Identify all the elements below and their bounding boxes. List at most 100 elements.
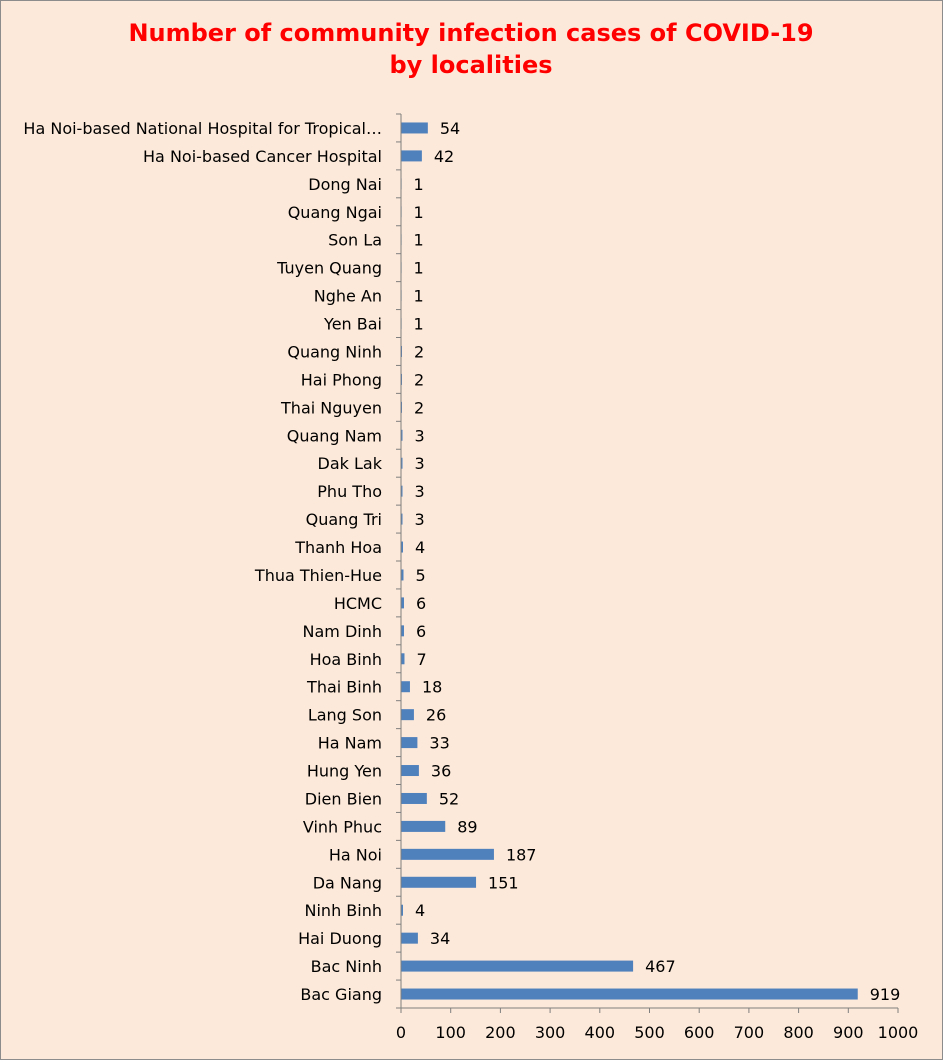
data-label: 3 — [414, 426, 424, 445]
category-label: Quang Nam — [287, 426, 382, 445]
category-label: HCMC — [334, 594, 382, 613]
bars-layer — [401, 122, 858, 1000]
data-label: 7 — [416, 650, 426, 669]
data-label: 3 — [414, 510, 424, 529]
category-label: Ha Noi — [329, 845, 382, 864]
category-label: Dien Bien — [305, 789, 382, 808]
bar — [401, 737, 418, 749]
x-tick-label: 200 — [485, 1023, 516, 1042]
bar — [401, 848, 494, 860]
category-label: Dak Lak — [318, 454, 383, 473]
bar — [401, 569, 404, 581]
data-label: 34 — [430, 929, 450, 948]
data-label: 1 — [413, 287, 423, 306]
x-tick-label: 400 — [585, 1023, 616, 1042]
category-label: Thai Binh — [306, 678, 382, 697]
bar — [401, 681, 410, 693]
data-label: 1 — [413, 315, 423, 334]
data-label: 6 — [416, 594, 426, 613]
category-label: Phu Tho — [317, 482, 382, 501]
data-label: 42 — [434, 147, 454, 166]
bar — [401, 876, 477, 888]
data-label: 1 — [413, 175, 423, 194]
data-label: 187 — [506, 845, 537, 864]
data-label: 33 — [429, 734, 449, 753]
data-label: 2 — [414, 342, 424, 361]
data-label: 5 — [415, 566, 425, 585]
bar — [401, 122, 428, 134]
category-label: Hai Duong — [298, 929, 382, 948]
bar — [401, 792, 427, 804]
bar — [401, 597, 404, 609]
category-label: Yen Bai — [323, 315, 382, 334]
bar — [401, 485, 403, 497]
bar — [401, 932, 418, 944]
x-tick-label: 500 — [634, 1023, 665, 1042]
bar — [401, 709, 414, 721]
data-label: 1 — [413, 203, 423, 222]
data-label: 2 — [414, 370, 424, 389]
x-tick-label: 800 — [783, 1023, 814, 1042]
data-label: 4 — [415, 538, 425, 557]
category-label: Bac Ninh — [311, 957, 382, 976]
category-label: Thai Nguyen — [280, 398, 382, 417]
category-label: Da Nang — [313, 873, 382, 892]
bar — [401, 960, 634, 972]
category-label: Ninh Binh — [305, 901, 382, 920]
data-label: 919 — [870, 985, 901, 1004]
category-label: Hoa Binh — [310, 650, 382, 669]
data-label: 6 — [416, 622, 426, 641]
data-label: 1 — [413, 231, 423, 250]
category-label: Nghe An — [314, 287, 382, 306]
bar — [401, 541, 403, 553]
x-tick-label: 700 — [734, 1023, 765, 1042]
category-label: Son La — [328, 231, 382, 250]
category-label: Vinh Phuc — [303, 817, 382, 836]
data-label: 54 — [440, 119, 460, 138]
chart-title: Number of community infection cases of C… — [128, 19, 814, 79]
category-label: Bac Giang — [300, 985, 382, 1004]
bar — [401, 904, 403, 916]
data-label: 36 — [431, 762, 451, 781]
category-label: Quang Ninh — [287, 342, 382, 361]
data-label: 26 — [426, 706, 446, 725]
bar — [401, 820, 446, 832]
category-label: Tuyen Quang — [276, 259, 382, 278]
labels-layer: Ha Noi-based National Hospital for Tropi… — [23, 119, 918, 1042]
data-label: 2 — [414, 398, 424, 417]
x-tick-label: 1000 — [878, 1023, 919, 1042]
category-label: Hai Phong — [301, 370, 382, 389]
category-label: Ha Noi-based Cancer Hospital — [143, 147, 382, 166]
category-label: Ha Noi-based National Hospital for Tropi… — [23, 119, 382, 138]
category-label: Hung Yen — [307, 762, 382, 781]
x-tick-label: 900 — [833, 1023, 864, 1042]
bar — [401, 625, 404, 637]
category-label: Lang Son — [308, 706, 382, 725]
data-label: 467 — [645, 957, 676, 976]
category-label: Quang Tri — [306, 510, 382, 529]
data-label: 3 — [414, 482, 424, 501]
data-label: 4 — [415, 901, 425, 920]
data-label: 3 — [414, 454, 424, 473]
x-tick-label: 100 — [435, 1023, 466, 1042]
category-label: Ha Nam — [318, 734, 382, 753]
data-label: 89 — [457, 817, 477, 836]
bar — [401, 765, 419, 777]
bar — [401, 513, 403, 525]
category-label: Dong Nai — [308, 175, 382, 194]
bar — [401, 988, 858, 1000]
data-label: 1 — [413, 259, 423, 278]
bar — [401, 429, 403, 441]
x-tick-label: 300 — [535, 1023, 566, 1042]
data-label: 18 — [422, 678, 442, 697]
category-label: Thanh Hoa — [294, 538, 382, 557]
bar — [401, 150, 422, 162]
bar — [401, 457, 403, 469]
category-label: Thua Thien-Hue — [254, 566, 382, 585]
category-label: Nam Dinh — [303, 622, 383, 641]
data-label: 52 — [439, 789, 459, 808]
bar — [401, 653, 405, 665]
data-label: 151 — [488, 873, 519, 892]
